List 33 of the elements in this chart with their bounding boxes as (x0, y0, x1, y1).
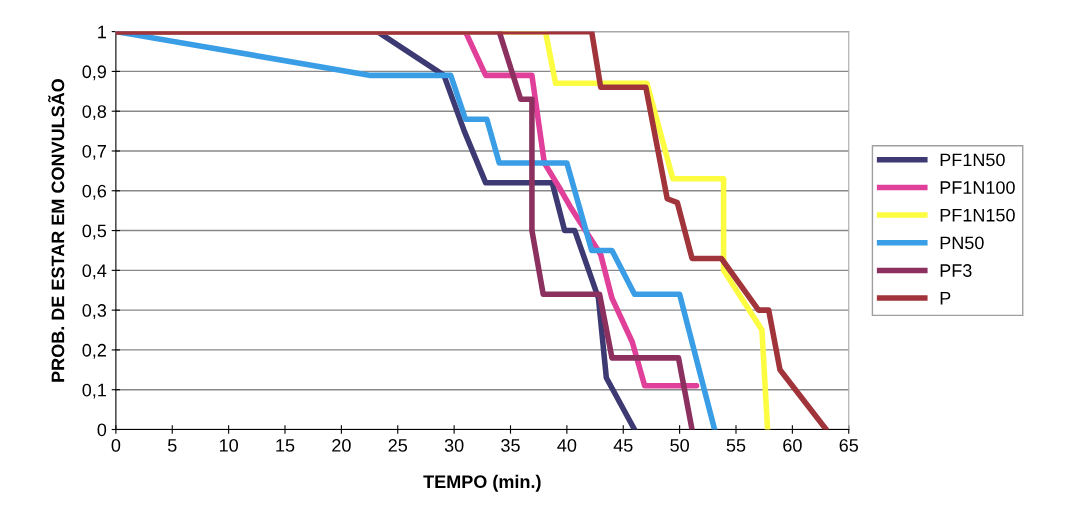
y-tick-label: 0,8 (82, 105, 107, 121)
x-tick-label: 65 (839, 439, 859, 452)
y-tick-label: 0,4 (82, 264, 107, 280)
y-tick-label: 0,9 (82, 65, 106, 81)
y-tick-label: 1 (98, 25, 106, 39)
x-tick-label: 25 (388, 439, 408, 452)
x-tick-label: 20 (332, 439, 351, 452)
legend-label: PF1N100 (940, 181, 1015, 194)
y-axis-title: PROB. DE ESTAR EM CONVULSÃO (48, 79, 65, 382)
y-tick-label: 0,3 (82, 304, 107, 319)
legend-label: PF1N150 (940, 208, 1015, 222)
x-axis-title: TEMPO (min.) (423, 474, 541, 492)
x-tick-label: 15 (276, 439, 295, 452)
y-tick-label: 0,6 (82, 184, 107, 200)
y-tick-label: 0,5 (82, 224, 107, 240)
x-tick-label: 10 (219, 439, 238, 452)
x-tick-label: 40 (557, 439, 577, 452)
x-tick-label: 60 (783, 439, 802, 452)
x-tick-label: 5 (167, 439, 177, 452)
legend-label: PN50 (940, 236, 984, 250)
x-tick-label: 55 (726, 439, 746, 452)
x-tick-label: 30 (444, 439, 464, 452)
x-tick-label: 35 (501, 439, 520, 452)
y-tick-label: 0,7 (82, 144, 106, 160)
x-tick-label: 0 (111, 439, 121, 452)
legend-label: PF3 (940, 264, 972, 277)
x-tick-label: 45 (613, 439, 633, 452)
legend-label: P (940, 291, 951, 305)
y-tick-label: 0,2 (82, 343, 106, 359)
legend-label: PF1N50 (940, 153, 1005, 167)
y-tick-label: 0,1 (82, 383, 106, 399)
x-tick-label: 50 (670, 439, 689, 452)
y-tick-label: 0 (97, 423, 107, 437)
